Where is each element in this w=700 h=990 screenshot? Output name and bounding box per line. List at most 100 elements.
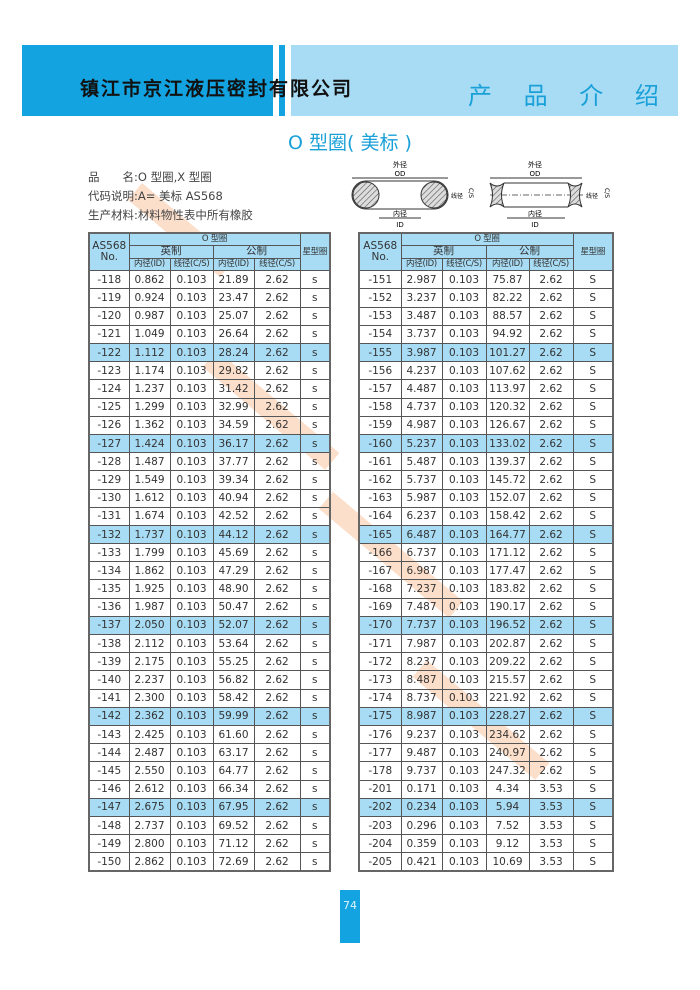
- id-cn-label: 内径: [393, 209, 407, 218]
- table-cell: 9.12: [485, 834, 530, 854]
- table-cell: 31.42: [212, 379, 255, 399]
- table-cell: 2.62: [528, 579, 574, 599]
- table-cell: -147: [88, 797, 130, 817]
- info-material: 生产材料:材料物性表中所有橡胶: [88, 208, 253, 222]
- table-cell: 2.62: [528, 324, 574, 345]
- header-id: 内径(ID): [400, 257, 443, 272]
- table-cell: 7.52: [485, 815, 530, 836]
- table-cell: 177.47: [485, 561, 530, 581]
- table-cell: 0.103: [169, 324, 214, 345]
- table-cell: 2.62: [528, 343, 574, 363]
- table-cell: 1.862: [128, 561, 171, 581]
- table-cell: -124: [88, 379, 130, 399]
- table-row: -152 3.237 0.103 82.22 2.62 S: [358, 288, 614, 308]
- table-cell: 2.62: [253, 724, 301, 745]
- header-no: No.: [371, 251, 389, 264]
- table-cell: 7.487: [400, 597, 443, 617]
- table-cell: S: [572, 543, 614, 563]
- table-cell: 0.103: [169, 597, 214, 617]
- table-row: -173 8.487 0.103 215.57 2.62 S: [358, 670, 614, 690]
- table-cell: 0.421: [400, 852, 443, 872]
- table-cell: 0.103: [441, 615, 487, 636]
- table-cell: 209.22: [485, 652, 530, 672]
- table-cell: 0.103: [169, 306, 214, 326]
- table-row: -145 2.550 0.103 64.77 2.62 s: [88, 761, 331, 781]
- table-cell: -152: [358, 288, 402, 308]
- table-row: -134 1.862 0.103 47.29 2.62 s: [88, 561, 331, 581]
- table-cell: 2.62: [528, 452, 574, 472]
- table-cell: S: [572, 688, 614, 708]
- page-title: O 型圈( 美标 ): [288, 132, 412, 154]
- table-cell: 2.612: [128, 779, 171, 799]
- table-cell: 9.237: [400, 724, 443, 745]
- table-row: -121 1.049 0.103 26.64 2.62 s: [88, 324, 331, 345]
- table-cell: s: [299, 379, 331, 399]
- table-cell: 0.103: [169, 852, 214, 872]
- table-cell: 5.94: [485, 797, 530, 817]
- table-cell: 2.62: [528, 379, 574, 399]
- table-cell: 0.103: [169, 688, 214, 708]
- table-cell: 247.32: [485, 761, 530, 781]
- table-cell: S: [572, 724, 614, 745]
- table-cell: S: [572, 288, 614, 308]
- table-cell: 32.99: [212, 397, 255, 417]
- table-cell: 0.103: [169, 615, 214, 636]
- table-cell: 0.103: [169, 652, 214, 672]
- table-cell: s: [299, 634, 331, 654]
- table-cell: 1.237: [128, 379, 171, 399]
- table-cell: 3.53: [528, 834, 574, 854]
- table-cell: 2.987: [400, 270, 443, 290]
- table-cell: S: [572, 488, 614, 508]
- table-cell: 228.27: [485, 706, 530, 726]
- table-row: -175 8.987 0.103 228.27 2.62 S: [358, 706, 614, 726]
- table-cell: 183.82: [485, 579, 530, 599]
- header-oring: O 型圈: [400, 232, 574, 247]
- table-cell: s: [299, 834, 331, 854]
- table-cell: 2.862: [128, 852, 171, 872]
- header-bar-light: [291, 45, 678, 116]
- table-cell: 44.12: [212, 524, 255, 545]
- table-cell: 1.049: [128, 324, 171, 345]
- table-cell: 4.487: [400, 379, 443, 399]
- table-row: -177 9.487 0.103 240.97 2.62 S: [358, 743, 614, 763]
- table-cell: 2.62: [528, 724, 574, 745]
- table-cell: 202.87: [485, 634, 530, 654]
- header-cs: 线径(C/S): [253, 257, 301, 272]
- table-cell: 2.550: [128, 761, 171, 781]
- table-cell: -135: [88, 579, 130, 599]
- table-cell: 0.103: [441, 379, 487, 399]
- table-cell: 2.62: [253, 306, 301, 326]
- table-cell: 0.103: [169, 779, 214, 799]
- table-cell: 52.07: [212, 615, 255, 636]
- table-cell: 0.103: [441, 815, 487, 836]
- oring-table-right: AS568 No. O 型圈 星型圈 英制 公制 内径(ID) 线径(C/S) 内径(ID) 线径…: [358, 232, 615, 872]
- table-cell: -168: [358, 579, 402, 599]
- table-cell: -148: [88, 815, 130, 836]
- table-cell: 0.103: [441, 452, 487, 472]
- table-cell: s: [299, 815, 331, 836]
- table-cell: 0.103: [169, 288, 214, 308]
- table-row: -172 8.237 0.103 209.22 2.62 S: [358, 652, 614, 672]
- table-cell: 0.103: [441, 561, 487, 581]
- table-row: -118 0.862 0.103 21.89 2.62 s: [88, 270, 331, 290]
- table-cell: -165: [358, 524, 402, 545]
- table-cell: 1.424: [128, 433, 171, 454]
- table-cell: 2.175: [128, 652, 171, 672]
- table-row: -132 1.737 0.103 44.12 2.62 s: [88, 524, 331, 545]
- table-cell: s: [299, 779, 331, 799]
- table-cell: 0.103: [441, 506, 487, 526]
- table-cell: -122: [88, 343, 130, 363]
- table-cell: 2.62: [253, 543, 301, 563]
- table-cell: 2.62: [528, 597, 574, 617]
- table-cell: 0.103: [441, 670, 487, 690]
- table-cell: s: [299, 579, 331, 599]
- table-cell: -141: [88, 688, 130, 708]
- table-cell: -178: [358, 761, 402, 781]
- table-row: -128 1.487 0.103 37.77 2.62 s: [88, 452, 331, 472]
- table-cell: 0.103: [441, 343, 487, 363]
- table-cell: 39.34: [212, 470, 255, 490]
- table-cell: 0.103: [441, 306, 487, 326]
- table-row: -143 2.425 0.103 61.60 2.62 s: [88, 724, 331, 745]
- table-cell: S: [572, 379, 614, 399]
- table-cell: S: [572, 306, 614, 326]
